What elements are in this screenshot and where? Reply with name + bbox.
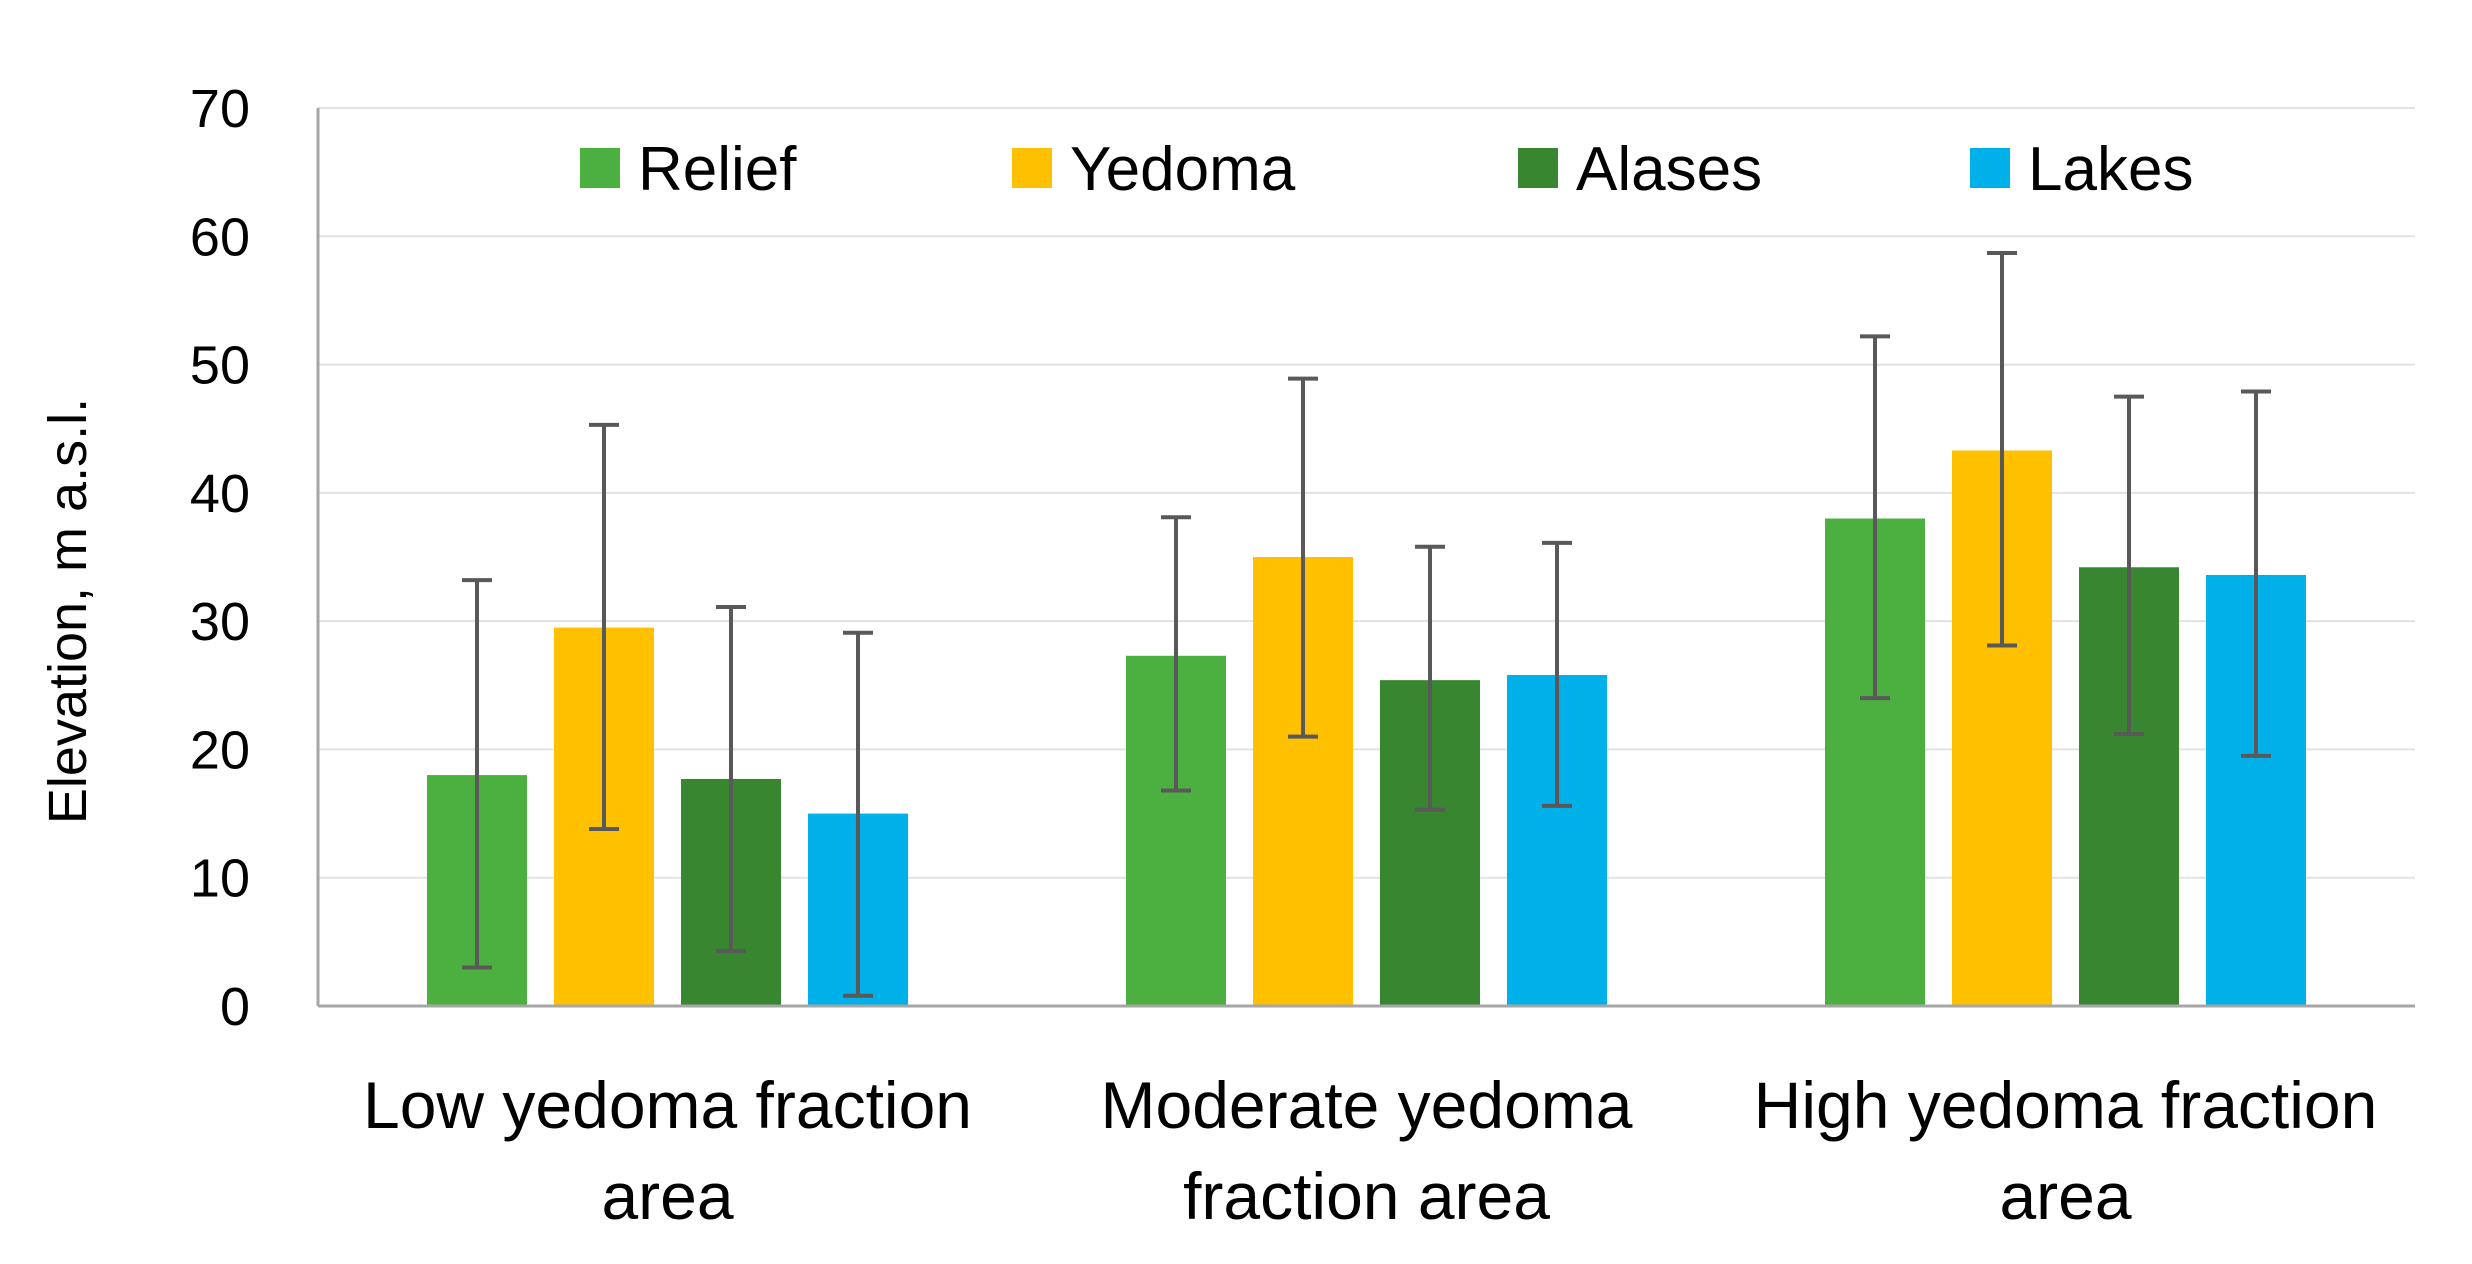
y-tick-label: 70 bbox=[190, 79, 250, 139]
x-category-label: area bbox=[601, 1159, 733, 1233]
x-category-label: area bbox=[1999, 1159, 2131, 1233]
legend: Relief Yedoma Alases Lakes bbox=[580, 135, 2193, 204]
legend-item-yedoma: Yedoma bbox=[1012, 135, 1296, 204]
legend-label: Relief bbox=[638, 135, 797, 204]
error-bar-alases bbox=[1415, 544, 1445, 812]
x-category-label: fraction area bbox=[1183, 1159, 1550, 1233]
y-tick-label: 0 bbox=[220, 977, 250, 1037]
error-bar-lakes bbox=[843, 630, 873, 998]
legend-label: Lakes bbox=[2028, 135, 2193, 204]
legend-swatch bbox=[580, 148, 620, 188]
legend-swatch bbox=[1970, 148, 2010, 188]
legend-item-alases: Alases bbox=[1518, 135, 1762, 204]
y-tick-label: 10 bbox=[190, 849, 250, 909]
y-tick-label: 20 bbox=[190, 720, 250, 780]
x-category-label: High yedoma fraction bbox=[1754, 1068, 2378, 1142]
error-bar-yedoma bbox=[589, 422, 619, 831]
error-bar-alases bbox=[2114, 394, 2144, 737]
y-axis-ticks: 0 10 20 30 40 50 60 70 bbox=[190, 79, 250, 1037]
y-tick-label: 50 bbox=[190, 336, 250, 396]
x-axis-category-labels: Low yedoma fraction area Moderate yedoma fr… bbox=[363, 1068, 2377, 1233]
legend-swatch bbox=[1518, 148, 1558, 188]
x-category-label: Moderate yedoma bbox=[1101, 1068, 1633, 1142]
legend-item-lakes: Lakes bbox=[1970, 135, 2193, 204]
legend-item-relief: Relief bbox=[580, 135, 797, 204]
y-tick-label: 40 bbox=[190, 464, 250, 524]
gridlines bbox=[318, 107, 2415, 879]
error-bar-yedoma bbox=[1987, 250, 2017, 648]
error-bar-lakes bbox=[1542, 540, 1572, 808]
error-bar-relief bbox=[462, 578, 492, 970]
error-bar-yedoma bbox=[1288, 376, 1318, 739]
error-bar-relief bbox=[1860, 334, 1890, 701]
error-bar-alases bbox=[716, 605, 746, 953]
axes bbox=[316, 108, 2415, 1008]
legend-label: Alases bbox=[1576, 135, 1762, 204]
y-tick-label: 30 bbox=[190, 592, 250, 652]
error-bars bbox=[462, 250, 2271, 998]
error-bar-relief bbox=[1161, 515, 1191, 793]
legend-label: Yedoma bbox=[1070, 135, 1296, 204]
y-tick-label: 60 bbox=[190, 207, 250, 267]
error-bar-lakes bbox=[2241, 389, 2271, 758]
legend-swatch bbox=[1012, 148, 1052, 188]
y-axis-title: Elevation, m a.s.l. bbox=[38, 398, 98, 824]
x-category-label: Low yedoma fraction bbox=[363, 1068, 972, 1142]
